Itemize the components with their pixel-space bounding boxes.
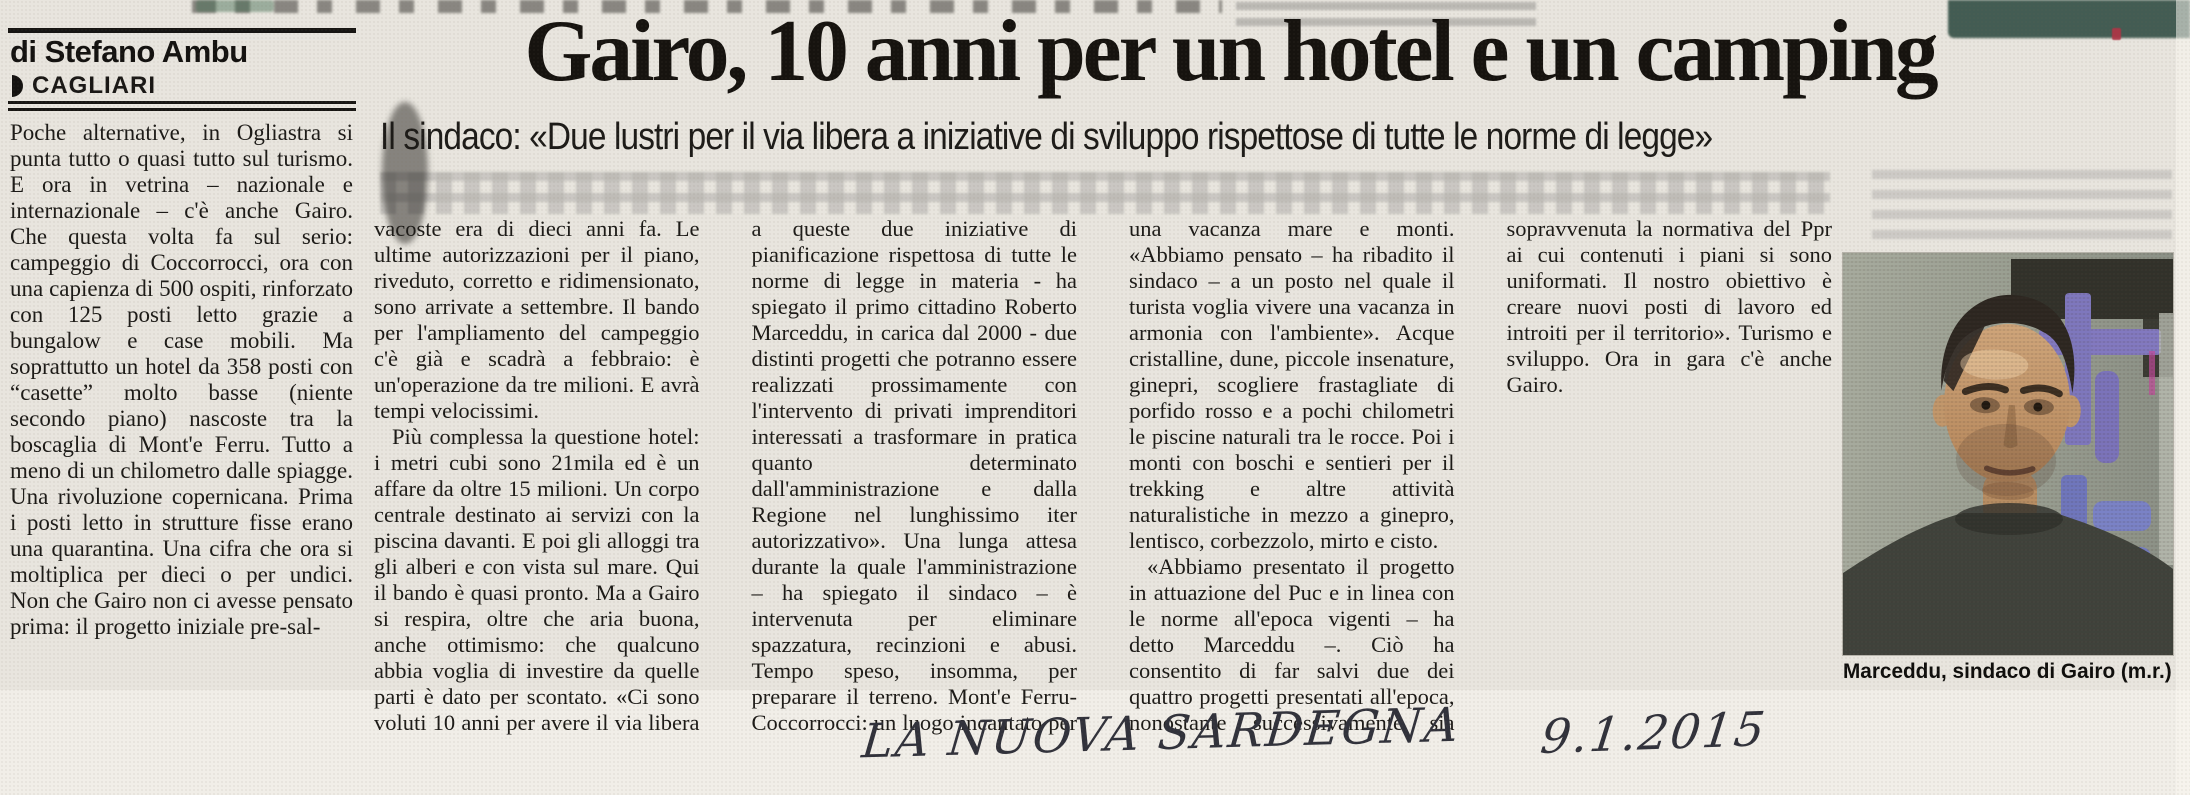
author-byline: di Stefano Ambu — [10, 34, 248, 69]
ink-bleed-lines — [1872, 170, 2172, 242]
intro-paragraph: Poche alternative, in Ogliastra si punta… — [10, 120, 353, 639]
subheadline: Il sindaco: «Due lustri per il via liber… — [380, 116, 1713, 158]
dateline: CAGLIARI — [12, 72, 156, 100]
dateline-bullet-icon — [12, 75, 23, 97]
body-paragraph: Più complessa la questione hotel: i metr… — [374, 216, 1455, 735]
photo-caption: Marceddu, sindaco di Gairo (m.r.) — [1843, 660, 2172, 683]
scan-red-mark — [2112, 28, 2121, 40]
photo-illustration — [1843, 253, 2173, 655]
ink-bleed-lines — [380, 172, 1830, 214]
handwritten-publication: LA NUOVA SARDEGNA — [859, 697, 1463, 770]
photo-marceddu — [1842, 252, 2174, 656]
byline-double-rule — [8, 101, 356, 104]
handwritten-date: 9.1.2015 — [1537, 701, 1770, 766]
body-paragraph: «Abbiamo presentato il progetto in attua… — [1129, 216, 1832, 735]
body-paragraph: vacoste era di dieci anni fa. Le ultime … — [374, 216, 700, 423]
headline: Gairo, 10 anni per un hotel e un camping — [524, 3, 1938, 100]
article-body-columns: vacoste era di dieci anni fa. Le ultime … — [374, 216, 1832, 742]
intro-column: Poche alternative, in Ogliastra si punta… — [10, 120, 353, 682]
dateline-location: CAGLIARI — [32, 72, 156, 99]
byline-double-rule — [8, 108, 356, 111]
scan-margin — [2176, 0, 2190, 795]
handwritten-note: LA NUOVA SARDEGNA 9.1.2015 — [860, 698, 1770, 770]
byline-top-rule — [8, 28, 356, 33]
scan-color-fragment — [196, 0, 274, 12]
